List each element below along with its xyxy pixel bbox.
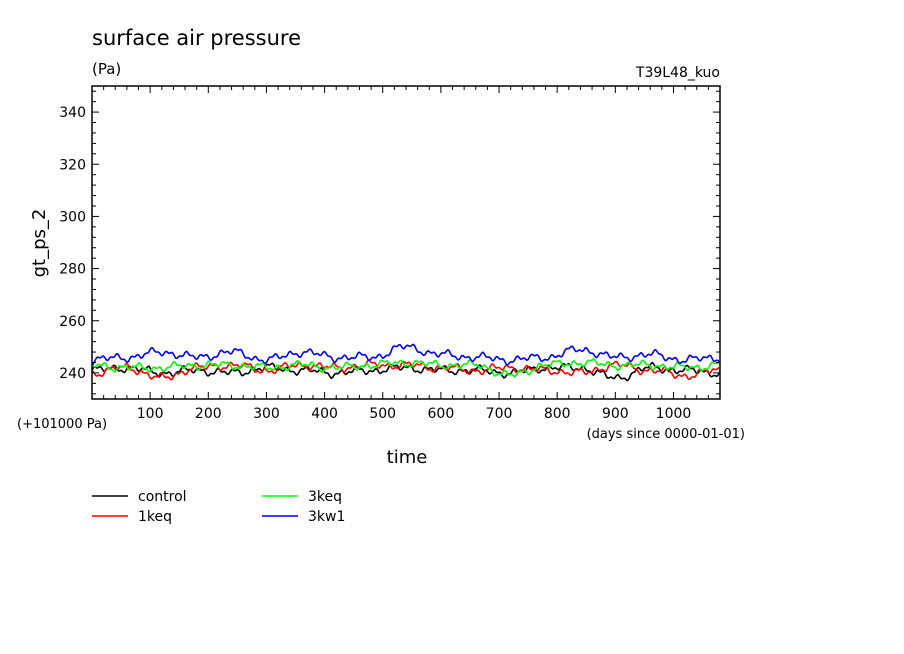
x-tick-label: 200 bbox=[195, 406, 222, 422]
y-tick-label: 280 bbox=[59, 262, 86, 278]
legend: control 1keq 3keq 3kw1 bbox=[92, 489, 345, 525]
legend-label-1keq: 1keq bbox=[138, 509, 172, 525]
legend-label-control: control bbox=[138, 489, 187, 505]
y-tick-label: 240 bbox=[59, 366, 86, 382]
axes: 100 200 300 400 500 600 700 800 900 1000 240 260 280… bbox=[59, 85, 721, 422]
y-tick-label: 320 bbox=[59, 157, 86, 173]
y-tick-label: 340 bbox=[59, 105, 86, 121]
x-tick-label: 400 bbox=[311, 406, 338, 422]
x-units-label: (days since 0000-01-01) bbox=[587, 427, 745, 442]
x-tick-label: 500 bbox=[369, 406, 396, 422]
x-tick-label: 800 bbox=[544, 406, 571, 422]
series-line-3keq bbox=[92, 358, 720, 378]
x-tick-label: 900 bbox=[602, 406, 629, 422]
plot-area bbox=[92, 343, 720, 382]
x-axis-label: time bbox=[387, 447, 428, 468]
model-label: T39L48_kuo bbox=[635, 65, 720, 81]
series-line-1keq bbox=[92, 359, 720, 381]
x-tick-label: 300 bbox=[253, 406, 280, 422]
x-tick-label: 1000 bbox=[656, 406, 692, 422]
x-tick-label: 700 bbox=[486, 406, 513, 422]
series-line-3kw1 bbox=[92, 343, 720, 366]
x-tick-label: 100 bbox=[137, 406, 164, 422]
x-tick-label: 600 bbox=[428, 406, 455, 422]
chart-subtitle: (Pa) bbox=[92, 60, 121, 78]
y-offset-label: (+101000 Pa) bbox=[17, 417, 107, 432]
legend-label-3kw1: 3kw1 bbox=[308, 509, 345, 525]
chart-title: surface air pressure bbox=[92, 26, 301, 50]
legend-label-3keq: 3keq bbox=[308, 489, 342, 505]
y-tick-label: 300 bbox=[59, 209, 86, 225]
y-axis-label: gt_ps_2 bbox=[29, 209, 50, 278]
y-tick-label: 260 bbox=[59, 314, 86, 330]
